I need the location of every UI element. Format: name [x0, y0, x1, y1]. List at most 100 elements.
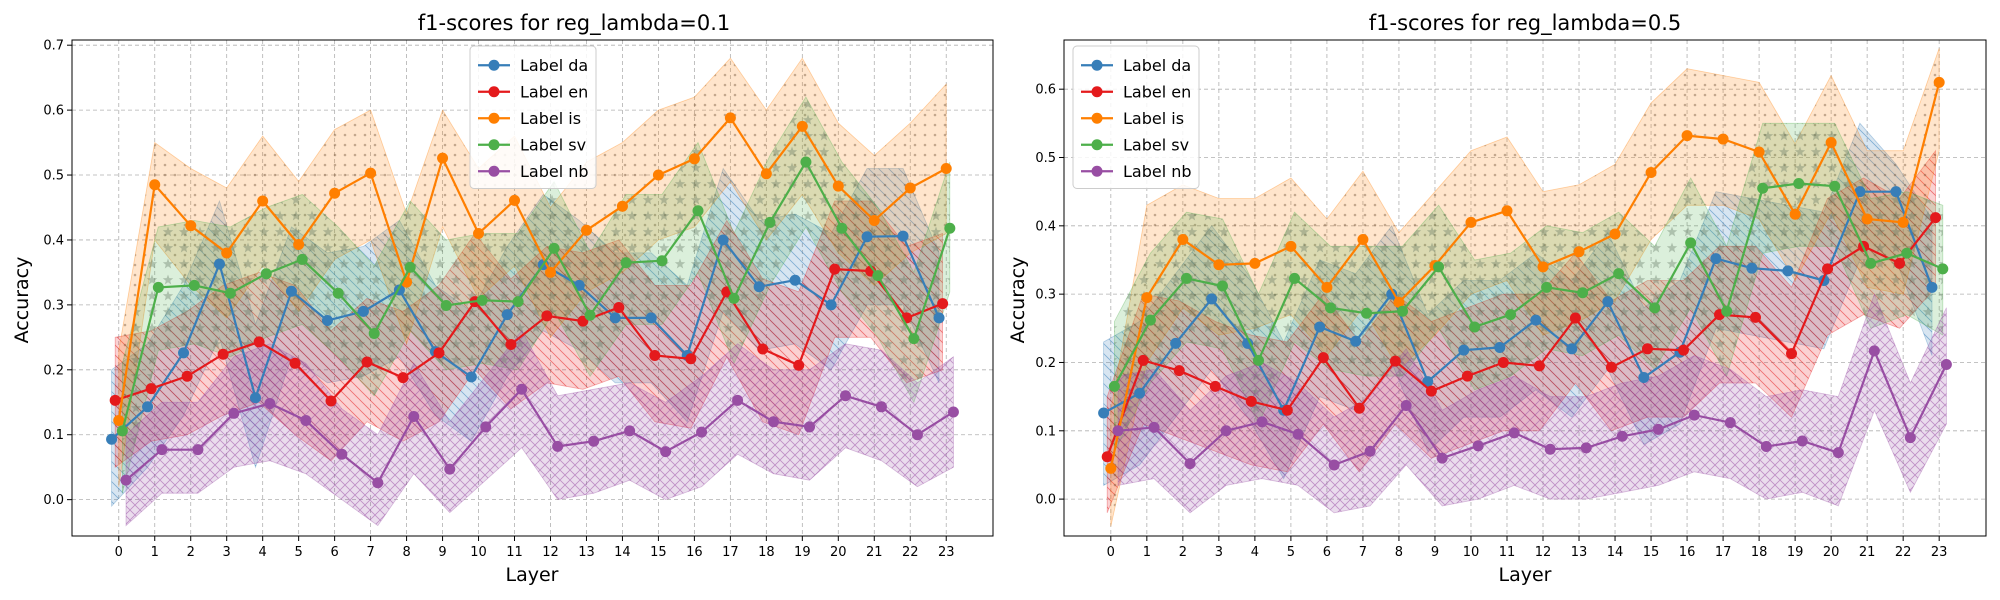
legend-item-label-da: Label da	[478, 56, 588, 75]
data-point-label-en	[1605, 361, 1617, 373]
x-tick-label: 22	[902, 545, 919, 560]
data-point-label-da	[1422, 376, 1434, 388]
data-point-label-nb	[1544, 443, 1556, 455]
data-point-label-sv	[1577, 287, 1589, 299]
series-line-label-da	[1103, 190, 1934, 414]
series-line-label-nb	[1117, 347, 1948, 467]
data-point-label-da	[501, 309, 513, 321]
data-point-label-sv	[1325, 302, 1337, 314]
data-point-label-nb	[228, 407, 240, 419]
data-point-label-nb	[372, 477, 384, 489]
data-point-label-nb	[1688, 409, 1700, 421]
data-point-label-is	[940, 163, 952, 175]
data-point-label-is	[1141, 292, 1153, 304]
x-tick-label: 20	[1823, 545, 1840, 560]
data-point-label-sv	[404, 261, 416, 273]
data-point-label-da	[1134, 387, 1146, 399]
chart-reg-lambda-0.5: f1-scores for reg_lambda=0.5 Layer Accur…	[1007, 11, 1987, 586]
data-point-label-sv	[152, 281, 164, 293]
data-point-label-en	[1137, 354, 1149, 366]
x-tick-label: 12	[1535, 545, 1552, 560]
data-point-label-sv	[368, 327, 380, 339]
data-point-label-is	[1213, 259, 1225, 271]
data-point-label-nb	[1148, 421, 1160, 433]
legend-item-label-sv: Label sv	[1081, 135, 1189, 154]
data-point-label-da	[1602, 296, 1614, 308]
y-ticks: 0.0 0.1 0.2 0.3 0.4 0.5 0.6 0.7	[43, 39, 72, 508]
data-point-label-nb	[660, 446, 672, 458]
data-point-label-da	[1350, 335, 1362, 347]
data-point-label-en	[253, 336, 265, 348]
x-tick-label: 3	[1215, 545, 1223, 560]
x-tick-label: 22	[1895, 545, 1912, 560]
data-point-label-nb	[768, 416, 780, 428]
x-tick-label: 17	[722, 545, 739, 560]
data-point-label-en	[1389, 355, 1401, 367]
data-point-label-is	[1825, 136, 1837, 148]
x-tick-label: 7	[366, 545, 374, 560]
legend-swatch-marker	[1091, 165, 1103, 177]
data-point-label-en	[1209, 380, 1221, 392]
series-label-sv	[116, 156, 956, 437]
data-point-label-sv	[1757, 182, 1769, 194]
data-point-label-nb	[1436, 452, 1448, 464]
data-point-label-en	[1497, 356, 1509, 368]
data-point-label-en	[1281, 404, 1293, 416]
x-tick-label: 0	[115, 545, 123, 560]
data-point-label-nb	[1832, 447, 1844, 459]
x-tick-label: 13	[1571, 545, 1588, 560]
data-point-label-da	[357, 305, 369, 317]
data-point-label-is	[1717, 133, 1729, 145]
y-tick-label: 0.5	[43, 169, 64, 184]
data-point-label-nb	[1940, 359, 1952, 371]
x-tick-label: 15	[1643, 545, 1660, 560]
x-tick-label: 21	[866, 545, 883, 560]
y-tick-label: 0.3	[1035, 288, 1056, 303]
legend-label: Label en	[520, 82, 588, 101]
legend-item-label-is: Label is	[1081, 109, 1184, 128]
legend-item-label-sv: Label sv	[478, 135, 586, 154]
data-point-label-da	[1638, 371, 1650, 383]
data-point-label-en	[793, 359, 805, 371]
data-point-label-en	[1786, 348, 1798, 360]
data-point-label-en	[1641, 343, 1653, 355]
data-point-label-nb	[1256, 416, 1268, 428]
series-line-label-is	[1109, 82, 1941, 469]
data-point-label-is	[1897, 216, 1909, 228]
data-point-label-da	[1494, 341, 1506, 353]
data-point-label-sv	[584, 309, 596, 321]
data-point-label-is	[1177, 233, 1189, 245]
data-point-label-sv	[1793, 177, 1805, 189]
x-tick-label: 5	[295, 545, 303, 560]
x-tick-label: 20	[830, 545, 847, 560]
x-tick-label: 6	[1323, 545, 1331, 560]
data-point-label-sv	[1252, 354, 1264, 366]
data-point-label-da	[1926, 281, 1938, 293]
legend-item-label-en: Label en	[478, 82, 588, 101]
x-tick-label: 12	[542, 545, 559, 560]
data-point-label-en	[937, 298, 949, 310]
data-point-label-en	[1317, 352, 1329, 364]
y-tick-label: 0.2	[1035, 356, 1056, 371]
band-hatch-label-sv	[122, 97, 950, 494]
legend-label: Label sv	[520, 135, 586, 154]
legend-label: Label da	[1123, 56, 1191, 75]
x-tick-label: 15	[650, 545, 667, 560]
data-point-label-nb	[336, 448, 348, 460]
data-point-label-is	[185, 220, 197, 232]
y-tick-label: 0.6	[1035, 83, 1056, 98]
data-point-label-da	[1782, 265, 1794, 277]
data-point-label-da	[1098, 407, 1110, 419]
data-point-label-en	[145, 383, 157, 395]
data-point-label-en	[649, 350, 661, 362]
series-label-is	[113, 112, 952, 426]
data-point-label-en	[325, 395, 337, 407]
y-tick-label: 0.5	[1035, 151, 1056, 166]
x-tick-label: 19	[794, 545, 811, 560]
series-line-label-sv	[1113, 182, 1944, 387]
data-point-label-sv	[1541, 281, 1553, 293]
data-point-label-da	[1530, 314, 1542, 326]
x-tick-label: 21	[1859, 545, 1876, 560]
data-point-label-is	[1645, 167, 1657, 179]
legend-item-label-nb: Label nb	[478, 162, 589, 181]
